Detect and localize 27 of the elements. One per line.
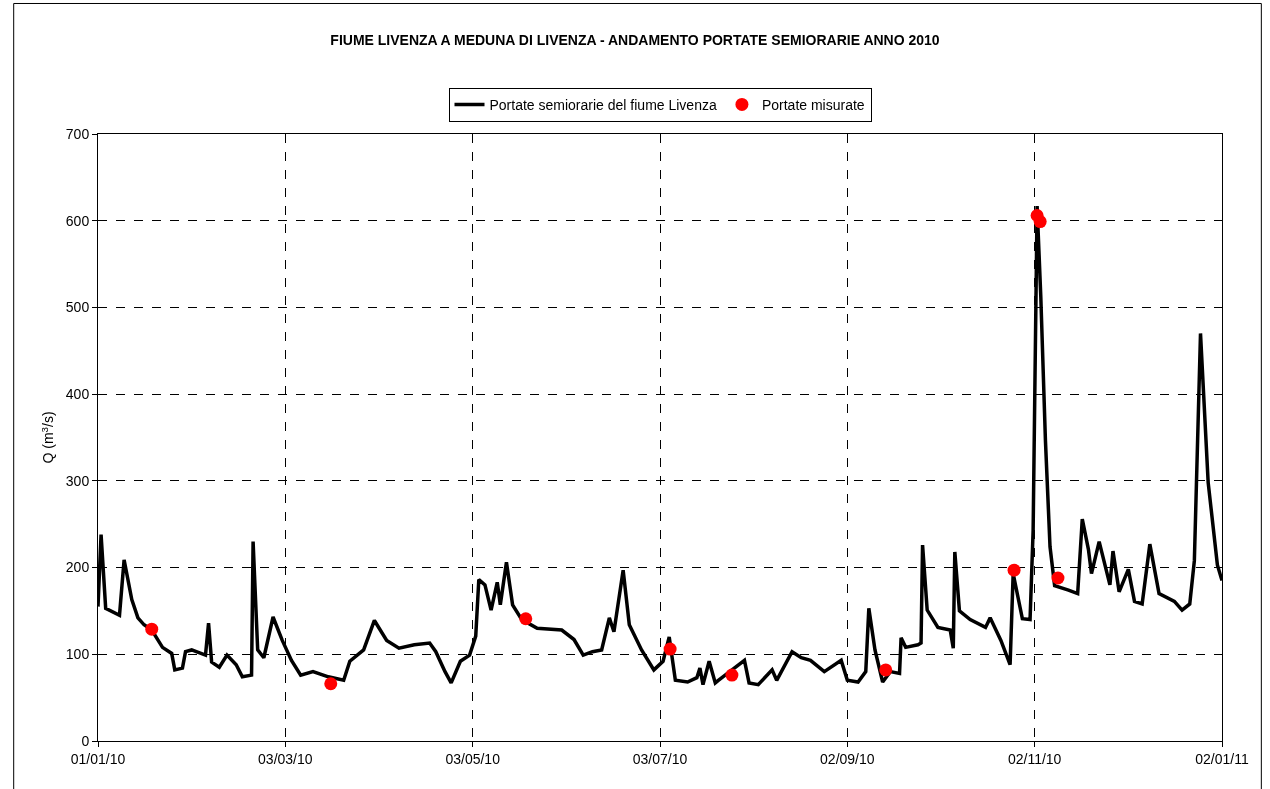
x-tick-label: 02/09/10 [820,750,875,767]
y-tick-label: 400 [65,386,90,403]
x-tick-label: 03/07/10 [632,750,688,767]
point [1051,571,1065,585]
y-tick-label: 700 [65,125,90,142]
x-tick-label: 02/11/10 [1007,750,1062,767]
y-tick-label: 300 [65,472,90,489]
legend-label: Portate misurate [761,96,865,113]
point [1033,215,1047,229]
x-tick-label: 03/03/10 [258,750,313,767]
point [663,642,677,656]
x-tick-label: 03/05/10 [445,750,501,767]
x-tick-label: 01/01/10 [70,750,126,767]
point [324,677,338,691]
y-tick-label: 0 [81,732,90,749]
point [1007,563,1021,577]
y-tick-label: 500 [65,299,90,316]
point [145,622,159,636]
x-tick-label: 02/01/11 [1195,750,1249,767]
y-tick-label: 100 [65,646,90,663]
point [725,668,739,682]
chart-title: FIUME LIVENZA A MEDUNA DI LIVENZA - ANDAMENTO PORTATE SEMIORARIE ANNO 2010 [330,32,940,49]
point [879,663,893,677]
y-tick-label: 600 [65,212,90,229]
point [519,612,533,626]
y-tick-label: 200 [65,559,90,576]
legend-label: Portate semiorarie del fiume Livenza [489,96,717,113]
